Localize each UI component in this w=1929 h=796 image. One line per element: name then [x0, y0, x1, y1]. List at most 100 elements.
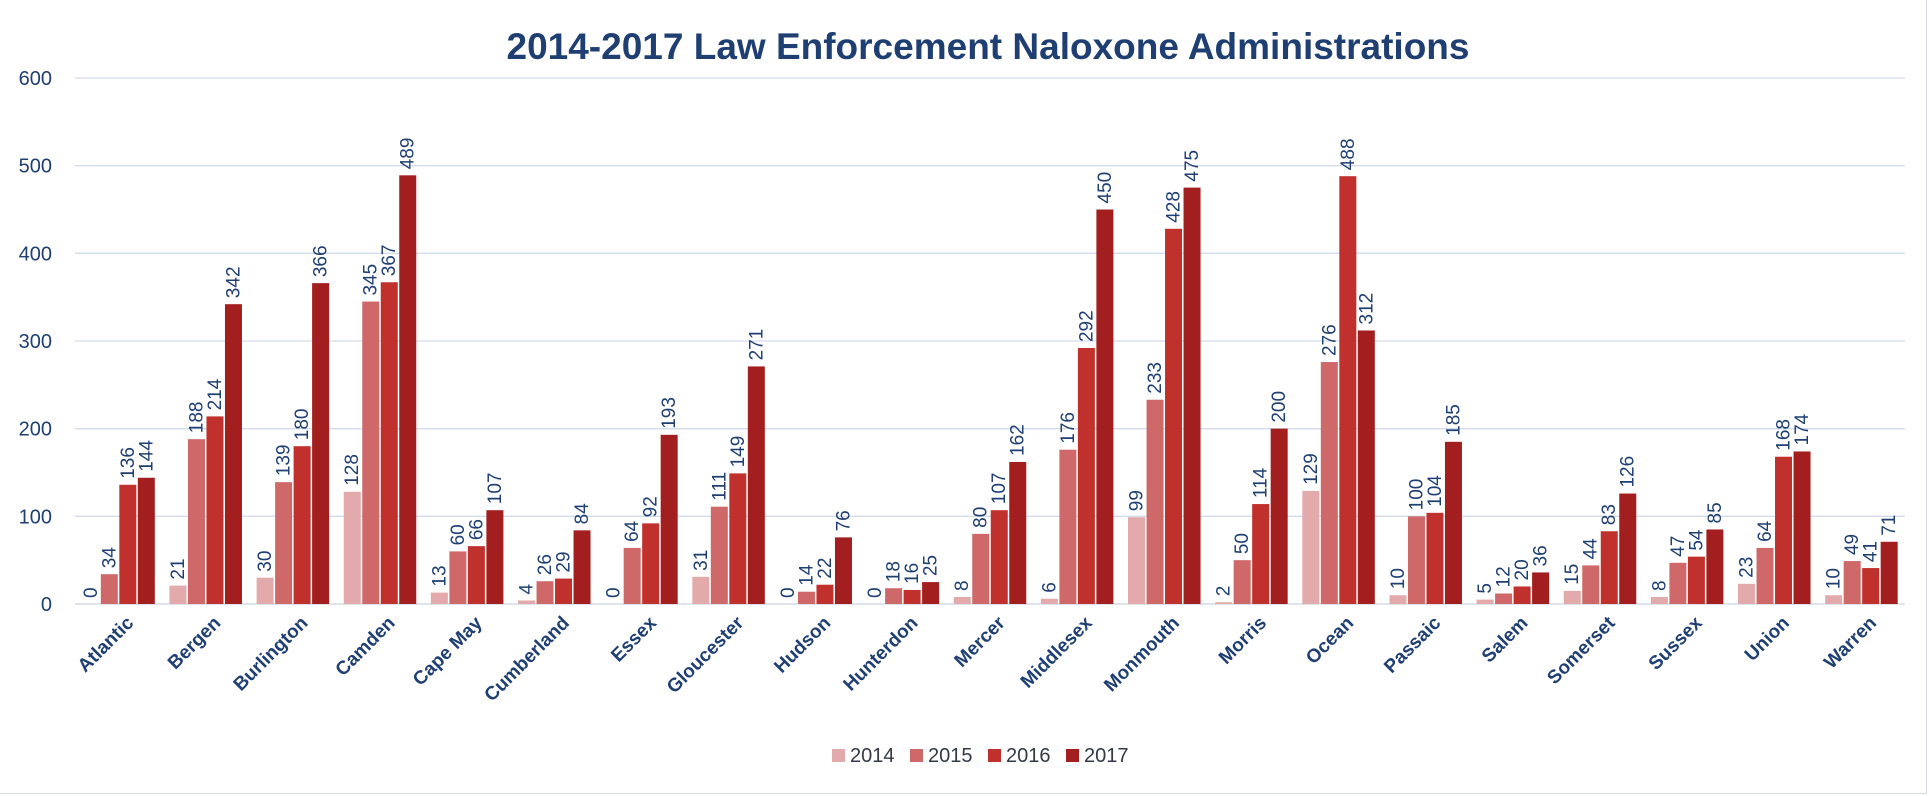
y-tick-label: 600 — [19, 68, 52, 90]
bar-hunterdon-2017 — [922, 582, 940, 604]
data-label: 50 — [1232, 533, 1253, 554]
data-label: 367 — [379, 245, 400, 277]
bar-burlington-2017 — [312, 283, 330, 604]
bar-mercer-2016 — [990, 510, 1008, 604]
bar-cumberland-2014 — [518, 600, 536, 604]
bar-somerset-2017 — [1619, 493, 1637, 604]
data-label: 99 — [1127, 490, 1148, 511]
data-label: 168 — [1774, 419, 1795, 451]
bars — [100, 175, 1898, 605]
data-label: 126 — [1618, 456, 1639, 488]
y-tick-label: 200 — [19, 419, 52, 441]
x-tick-label: Union — [1741, 613, 1794, 666]
data-label: 4 — [517, 583, 538, 594]
data-label: 488 — [1338, 138, 1359, 170]
data-label: 276 — [1319, 324, 1340, 356]
data-label: 6 — [1039, 582, 1060, 593]
data-label: 8 — [952, 580, 973, 591]
data-label: 0 — [81, 587, 102, 598]
data-label: 312 — [1356, 293, 1377, 325]
data-label: 214 — [205, 378, 226, 410]
data-label: 2 — [1214, 586, 1235, 597]
bar-gloucester-2016 — [729, 473, 747, 604]
x-tick-label: Monmouth — [1100, 613, 1183, 696]
y-tick-label: 100 — [19, 506, 52, 528]
legend-swatch — [988, 749, 1001, 762]
bar-sussex-2014 — [1650, 596, 1668, 604]
bar-burlington-2014 — [256, 577, 274, 604]
data-label: 83 — [1599, 504, 1620, 525]
legend-item-2015: 2015 — [910, 745, 973, 767]
legend-item-2017: 2017 — [1066, 745, 1129, 767]
data-label: 49 — [1842, 534, 1863, 555]
bar-atlantic-2017 — [137, 477, 155, 604]
bar-salem-2015 — [1495, 593, 1513, 604]
bar-passaic-2015 — [1407, 516, 1425, 604]
data-label: 66 — [466, 519, 487, 540]
bar-monmouth-2014 — [1128, 517, 1146, 604]
bar-gloucester-2017 — [747, 366, 765, 604]
x-tick-label: Passaic — [1380, 612, 1445, 677]
x-tick-label: Bergen — [164, 613, 225, 674]
bar-burlington-2016 — [293, 446, 311, 604]
legend-label: 2016 — [1006, 745, 1051, 767]
data-label: 128 — [342, 454, 363, 486]
data-label: 129 — [1301, 453, 1322, 485]
bar-morris-2015 — [1233, 560, 1251, 604]
data-label: 84 — [572, 503, 593, 525]
legend-swatch — [910, 749, 923, 762]
data-label: 0 — [778, 587, 799, 598]
legend-label: 2014 — [850, 745, 895, 767]
data-label: 149 — [728, 436, 749, 468]
data-label: 16 — [902, 563, 923, 584]
data-label: 15 — [1562, 564, 1583, 585]
data-label: 23 — [1737, 557, 1758, 578]
data-label: 25 — [921, 555, 942, 576]
bar-mercer-2015 — [972, 533, 990, 604]
data-label: 26 — [535, 554, 556, 575]
bar-warren-2017 — [1880, 541, 1898, 604]
data-label: 176 — [1058, 412, 1079, 444]
bar-warren-2016 — [1862, 568, 1880, 604]
bar-passaic-2017 — [1444, 441, 1462, 604]
x-tick-label: Warren — [1820, 613, 1881, 674]
bar-morris-2017 — [1270, 428, 1288, 604]
data-label: 64 — [622, 520, 643, 542]
bar-middlesex-2017 — [1096, 209, 1114, 604]
x-tick-label: Burlington — [230, 613, 313, 696]
legend-label: 2015 — [928, 745, 973, 767]
data-label: 64 — [1755, 520, 1776, 542]
data-label: 366 — [311, 245, 332, 277]
x-axis: Atlantic Bergen Burlington Camden Cape MayCu… — [74, 612, 1881, 706]
data-label: 54 — [1686, 529, 1707, 551]
data-label: 111 — [709, 472, 730, 501]
bar-salem-2014 — [1476, 599, 1494, 604]
x-tick-label: Sussex — [1645, 612, 1707, 674]
x-tick-label: Hudson — [770, 613, 835, 678]
data-label: 22 — [815, 558, 836, 579]
bar-somerset-2016 — [1600, 531, 1618, 604]
bar-cumberland-2017 — [573, 530, 591, 604]
legend: 2014 2015 2016 2017 — [832, 745, 1129, 767]
data-label: 107 — [485, 472, 506, 504]
y-tick-label: 0 — [41, 594, 52, 616]
data-label: 428 — [1164, 191, 1185, 223]
bar-morris-2014 — [1215, 602, 1233, 604]
data-label: 180 — [292, 408, 313, 440]
bar-camden-2014 — [343, 491, 361, 604]
bar-hudson-2016 — [816, 584, 834, 604]
bar-sussex-2016 — [1687, 556, 1705, 604]
legend-label: 2017 — [1084, 745, 1129, 767]
bar-bergen-2016 — [206, 416, 224, 604]
bar-middlesex-2014 — [1040, 598, 1058, 604]
legend-item-2016: 2016 — [988, 745, 1051, 767]
data-label: 185 — [1443, 404, 1464, 436]
bar-salem-2016 — [1513, 586, 1531, 604]
bar-middlesex-2015 — [1059, 449, 1077, 604]
bar-morris-2016 — [1252, 504, 1270, 604]
bar-union-2016 — [1775, 456, 1793, 604]
bar-cumberland-2015 — [536, 581, 554, 604]
x-tick-label: Hunterdon — [840, 613, 923, 696]
bar-gloucester-2014 — [692, 576, 710, 604]
